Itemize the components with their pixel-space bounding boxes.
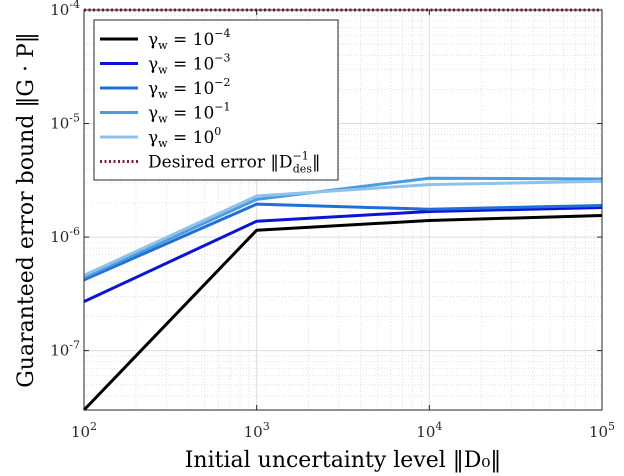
legend-box — [93, 19, 339, 181]
y-tick-label: 10-4 — [50, 0, 80, 19]
legend-entry-3: γw = 10−1 — [148, 101, 231, 126]
legend-entry-1: γw = 10−3 — [148, 52, 231, 77]
series-line-1 — [83, 206, 603, 304]
x-tick-label: 105 — [589, 420, 615, 441]
y-tick-labels: 10-7 10-6 10-5 10-4 — [50, 0, 80, 360]
y-tick-label: 10-6 — [50, 225, 80, 246]
x-tick-label: 104 — [416, 420, 442, 441]
y-tick-label: 10-5 — [50, 112, 80, 133]
y-axis-label: Guaranteed error bound ‖G · P‖ — [14, 32, 39, 388]
legend-entry-0: γw = 10−4 — [148, 27, 231, 52]
x-axis-label: Initial uncertainty level ‖D₀‖ — [185, 448, 502, 473]
y-tick-label: 10-7 — [50, 339, 80, 360]
legend-entry-4: γw = 100 — [148, 125, 221, 150]
legend-entry-2: γw = 10−2 — [148, 76, 231, 101]
series-line-0 — [82, 213, 603, 412]
legend-entry-5: Desired error ‖D−1 des‖ — [148, 150, 320, 176]
plot-frame — [83, 9, 603, 411]
series-line-4 — [83, 179, 603, 277]
x-tick-label: 102 — [71, 420, 97, 441]
legend: γw = 10−4γw = 10−3γw = 10−2γw = 10−1γw =… — [93, 19, 339, 181]
series-line-3 — [83, 176, 603, 279]
x-tick-labels: 102 103 104 105 — [71, 420, 615, 441]
series-layer — [82, 8, 603, 412]
tick-marks — [83, 9, 603, 410]
series-line-2 — [83, 202, 603, 282]
x-tick-label: 103 — [244, 420, 270, 441]
